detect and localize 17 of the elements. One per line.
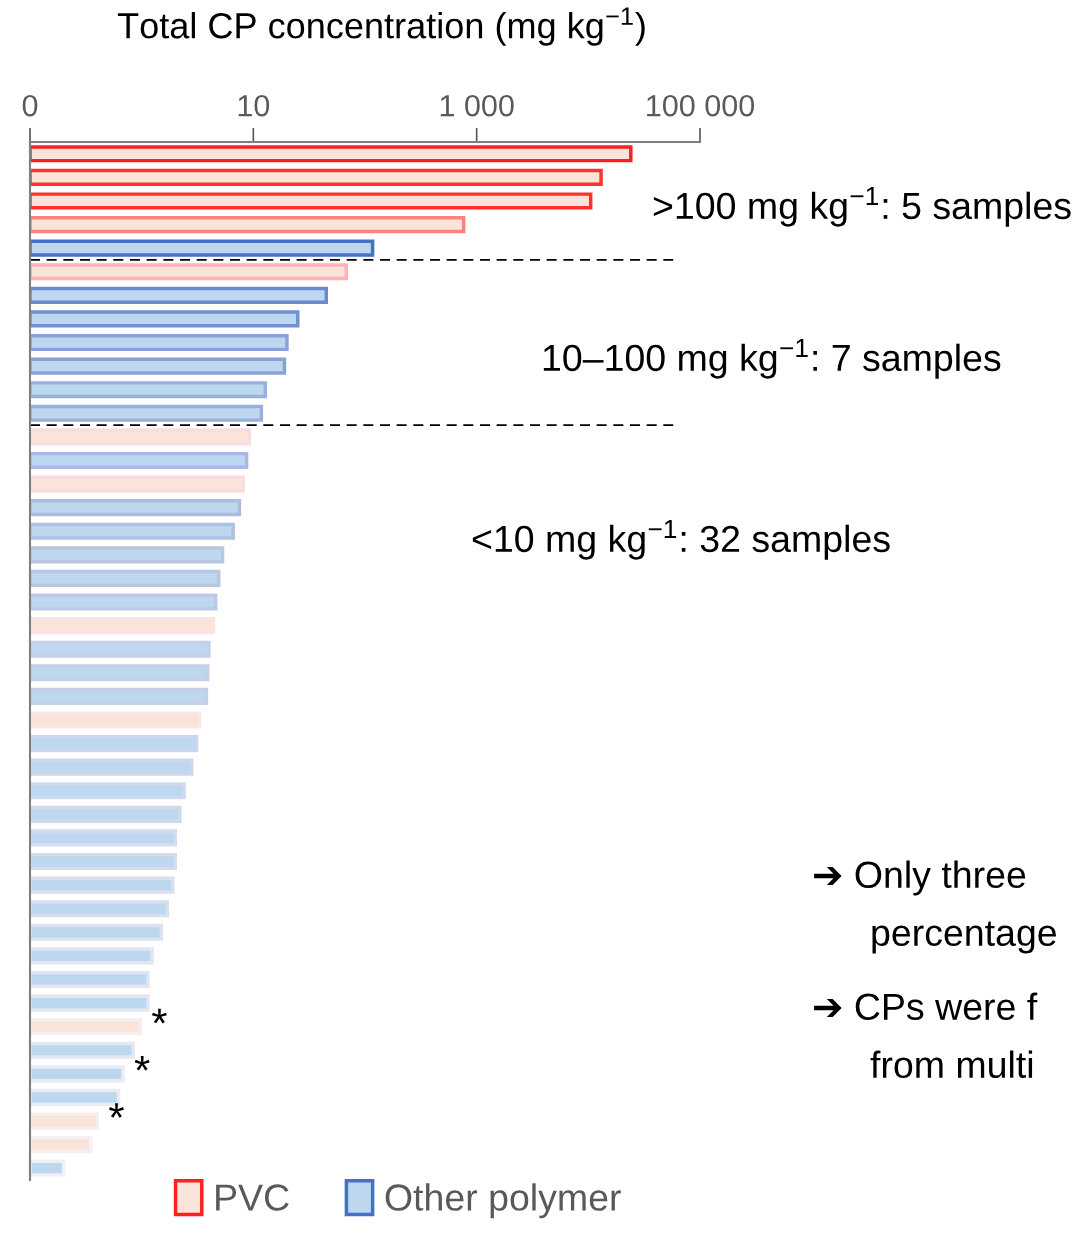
- legend-label: Other polymer: [385, 1183, 621, 1219]
- x-tick-label: 100 000: [647, 94, 755, 117]
- text: ➔ CPs were f: [814, 992, 1038, 1021]
- x-tick-label: 1 000: [440, 94, 514, 117]
- annotation: 10–100 mg kg$^{−1}$: 7 samples: [543, 338, 1001, 379]
- text: percentage: [872, 921, 1056, 954]
- legend-label: PVC: [216, 1184, 289, 1211]
- data-label: *: [109, 1103, 124, 1118]
- annotation: >100 mg kg$^{−1}$: 5 samples: [653, 186, 1071, 227]
- x-axis-title: Total CP concentration (mg kg$^{−1}$): [117, 7, 645, 46]
- data-label: *: [134, 1055, 150, 1071]
- text: ➔ Only three: [814, 860, 1026, 896]
- text: from multi: [870, 1050, 1033, 1079]
- annotation: <10 mg kg$^{−1}$: 32 samples: [472, 519, 890, 560]
- data-label: *: [151, 1008, 167, 1024]
- x-tick-label: 10: [238, 94, 270, 117]
- x-tick-label: 0: [22, 94, 38, 117]
